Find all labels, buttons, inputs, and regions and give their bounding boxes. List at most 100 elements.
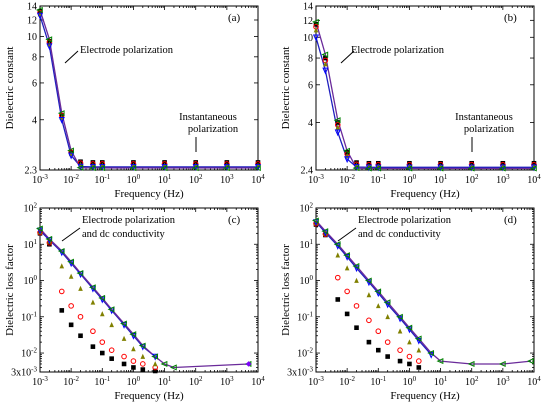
data-point — [78, 285, 83, 291]
series-triangle-up — [37, 11, 261, 168]
data-point — [129, 164, 137, 172]
x-tick-label: 102 — [189, 173, 203, 186]
data-point — [416, 358, 422, 364]
data-point — [140, 367, 146, 372]
data-point — [99, 311, 105, 317]
data-point — [323, 230, 328, 236]
data-point — [76, 164, 84, 171]
y-tick-label: 102 — [300, 202, 314, 215]
x-axis-label: Frequency (Hz) — [390, 390, 460, 402]
series-square — [37, 231, 158, 374]
data-point — [405, 324, 413, 331]
x-tick-label: 104 — [527, 173, 541, 186]
annotation-label: polarization — [188, 124, 239, 135]
panel-label: (d) — [504, 214, 517, 226]
x-tick-label: 10-2 — [339, 173, 355, 186]
annotation-arrow — [337, 227, 357, 242]
y-tick-label: 8 — [32, 52, 37, 63]
data-point — [406, 353, 413, 360]
data-point — [366, 339, 372, 345]
data-point — [67, 258, 74, 265]
y-tick-label: 101 — [300, 238, 314, 251]
x-tick-label: 10-2 — [63, 173, 79, 186]
x-tick-label: 103 — [496, 173, 510, 186]
y-tick-label: 14 — [27, 2, 37, 13]
data-point — [397, 358, 403, 364]
data-point — [438, 160, 443, 166]
data-point — [45, 235, 53, 243]
data-point — [162, 160, 167, 165]
x-tick-label: 102 — [465, 375, 479, 388]
data-point — [354, 277, 359, 283]
data-point — [245, 361, 252, 367]
data-point — [352, 165, 360, 172]
series-circle — [37, 229, 158, 371]
data-point — [469, 160, 475, 166]
data-point — [407, 160, 412, 166]
y-tick-label: 4 — [308, 118, 313, 129]
x-tick-label: 104 — [251, 173, 265, 186]
chart-panel-2: 10-3 10-2 10-1 100 101 102 103 104 3x10-3 10-2 10-… — [4, 202, 265, 403]
x-tick-label: 10-1 — [370, 173, 386, 186]
x-tick-label: 101 — [434, 173, 448, 186]
data-point — [335, 252, 341, 258]
data-point — [68, 152, 75, 160]
x-tick-label: 101 — [434, 375, 448, 388]
annotation-label: Instantaneous — [455, 112, 513, 123]
x-tick-label: 104 — [527, 375, 541, 388]
data-point — [152, 368, 158, 374]
series-triangle-down — [36, 12, 262, 171]
x-tick-label: 100 — [403, 173, 417, 186]
data-point — [121, 353, 127, 360]
data-point — [364, 277, 372, 284]
fit-line — [315, 21, 534, 170]
data-point — [383, 299, 391, 306]
data-point — [374, 288, 382, 295]
annotation-label: Electrode polarization — [351, 45, 445, 56]
data-point — [526, 358, 534, 365]
y-tick-label: 6 — [32, 78, 37, 89]
data-point — [59, 308, 65, 313]
data-point — [77, 313, 84, 320]
data-point — [140, 353, 146, 359]
annotation-label: and dc conductivity — [358, 229, 442, 240]
annotation-label: and dc conductivity — [82, 229, 166, 240]
data-point — [121, 335, 127, 341]
data-point — [47, 38, 52, 44]
y-tick-label: 8 — [308, 54, 313, 65]
data-point — [405, 165, 413, 172]
data-point — [384, 339, 391, 345]
x-tick-label: 10-3 — [32, 173, 48, 186]
data-point — [343, 252, 350, 259]
data-point — [59, 263, 65, 269]
x-tick-label: 100 — [403, 375, 417, 388]
x-tick-label: 10-1 — [94, 173, 110, 186]
series-triangle-up — [37, 229, 158, 367]
data-point — [68, 303, 74, 309]
data-point — [407, 361, 412, 367]
data-point — [397, 347, 403, 353]
data-point — [255, 160, 261, 165]
x-tick-label: 10-3 — [308, 173, 324, 186]
series-triangle-left — [311, 18, 537, 172]
data-point — [131, 346, 136, 352]
annotation-label: Electrode polarization — [358, 215, 452, 226]
data-point — [58, 116, 65, 124]
x-tick-label: 102 — [465, 173, 479, 186]
data-point — [335, 124, 341, 130]
data-point — [109, 322, 114, 328]
data-point — [343, 147, 350, 154]
data-point — [131, 160, 136, 165]
plot-frame — [315, 5, 535, 171]
x-axis-label: Frequency (Hz) — [114, 390, 184, 402]
data-point — [35, 225, 43, 232]
x-tick-label: 100 — [127, 173, 141, 186]
data-point — [98, 294, 106, 302]
data-point — [436, 358, 444, 365]
series-circle — [37, 9, 261, 167]
data-point — [322, 67, 329, 75]
data-point — [344, 265, 350, 271]
fit-line — [315, 220, 532, 365]
data-point — [191, 164, 199, 172]
data-point — [90, 344, 96, 349]
